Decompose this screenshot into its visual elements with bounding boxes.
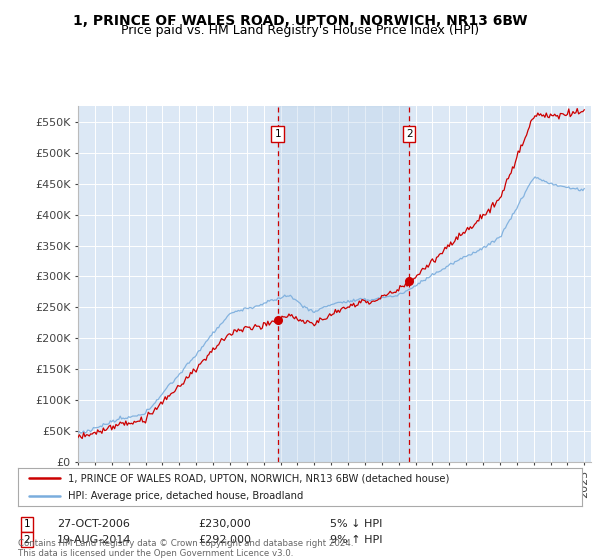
Text: 2: 2 — [23, 535, 31, 545]
Text: HPI: Average price, detached house, Broadland: HPI: Average price, detached house, Broa… — [68, 491, 303, 501]
Text: 1: 1 — [274, 129, 281, 139]
Text: Contains HM Land Registry data © Crown copyright and database right 2024.
This d: Contains HM Land Registry data © Crown c… — [18, 539, 353, 558]
Text: 5% ↓ HPI: 5% ↓ HPI — [330, 519, 382, 529]
Text: 1, PRINCE OF WALES ROAD, UPTON, NORWICH, NR13 6BW: 1, PRINCE OF WALES ROAD, UPTON, NORWICH,… — [73, 14, 527, 28]
Text: Price paid vs. HM Land Registry's House Price Index (HPI): Price paid vs. HM Land Registry's House … — [121, 24, 479, 37]
Text: 9% ↑ HPI: 9% ↑ HPI — [330, 535, 383, 545]
Text: 1, PRINCE OF WALES ROAD, UPTON, NORWICH, NR13 6BW (detached house): 1, PRINCE OF WALES ROAD, UPTON, NORWICH,… — [68, 473, 449, 483]
Text: 2: 2 — [406, 129, 413, 139]
Text: 19-AUG-2014: 19-AUG-2014 — [57, 535, 131, 545]
Text: 27-OCT-2006: 27-OCT-2006 — [57, 519, 130, 529]
Text: 1: 1 — [23, 519, 31, 529]
Text: £292,000: £292,000 — [198, 535, 251, 545]
Text: £230,000: £230,000 — [198, 519, 251, 529]
Bar — [278, 106, 409, 462]
